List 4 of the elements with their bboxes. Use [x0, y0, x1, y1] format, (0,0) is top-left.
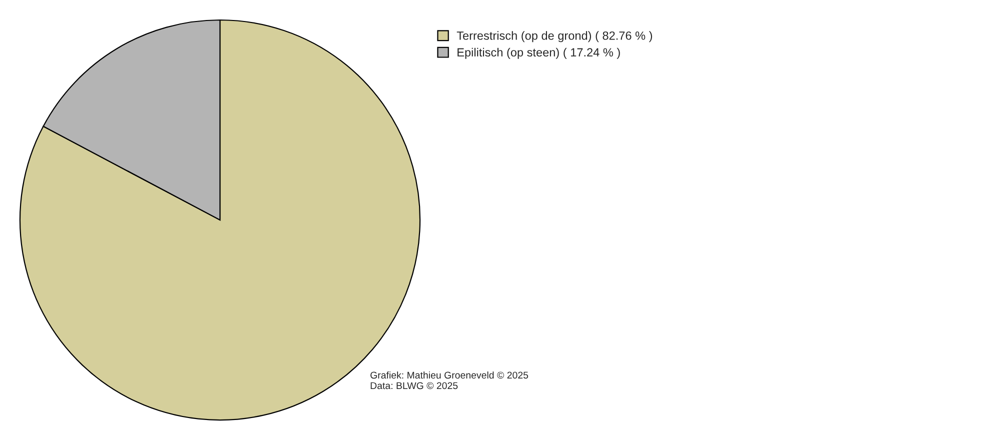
text: Grafiek: Mathieu Groeneveld © 2025 — [370, 371, 528, 379]
legend-label: Epilitisch (op steen) ( 17.24 % ) — [458, 48, 620, 59]
text: Data: BLWG © 2025 — [370, 382, 458, 390]
legend-label: Terrestrisch (op de grond) ( 82.76 % ) — [456, 31, 652, 42]
